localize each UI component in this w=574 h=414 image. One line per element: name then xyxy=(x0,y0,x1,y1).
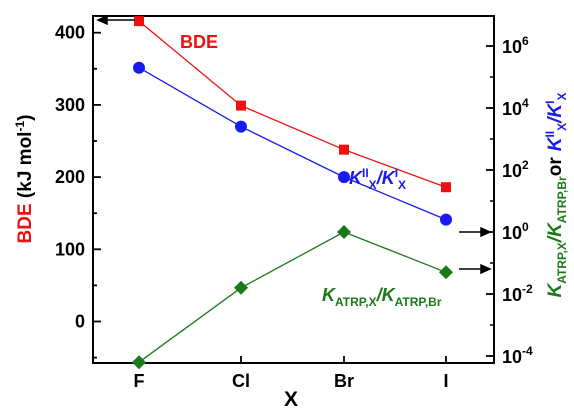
right-axis-title: KATRP,X/KATRP,BrorKIIX/KIX xyxy=(543,92,569,297)
ann-kx-sub1: X xyxy=(369,178,377,192)
right-tick-exp: -4 xyxy=(522,344,533,358)
right-tick-exp: 4 xyxy=(522,96,529,110)
right-title-k4: K xyxy=(545,103,566,118)
right-title-sub3: X xyxy=(555,123,569,131)
series-2-point xyxy=(337,225,351,239)
series-2-point xyxy=(439,265,453,280)
left-axis-title-sup: -1 xyxy=(13,121,27,132)
right-tick-base: 10 xyxy=(502,285,522,305)
right-title-k1: K xyxy=(545,283,566,298)
arrow-right-2-head xyxy=(480,263,492,275)
series-1-point xyxy=(440,213,452,226)
ann-ka-sub2: ATRP,Br xyxy=(395,295,442,309)
right-title-k3: K xyxy=(545,136,566,151)
right-tick-base: 10 xyxy=(502,99,522,119)
axis-arrows xyxy=(96,14,492,275)
right-tick-label: 10-2 xyxy=(502,282,533,305)
x-axis-title: X xyxy=(284,388,298,411)
series-line-1 xyxy=(138,67,447,221)
ann-kx-sup2: I xyxy=(395,166,398,180)
right-title-sub2: ATRP,Br xyxy=(555,176,569,223)
ann-ka-slash: / xyxy=(376,285,384,305)
right-tick-base: 10 xyxy=(502,161,522,181)
right-tick-label: 10-4 xyxy=(502,344,533,367)
ann-kx-k2: K xyxy=(382,168,397,188)
series-0-point xyxy=(134,16,144,27)
ann-ka-sub1: ATRP,X xyxy=(335,295,377,309)
series-0-point xyxy=(339,144,349,155)
right-tick-label: 104 xyxy=(502,96,529,119)
series-1-point xyxy=(133,61,145,74)
left-tick-label: 200 xyxy=(55,167,85,187)
right-title-sub1: ATRP,X xyxy=(555,242,569,284)
left-tick-label: 100 xyxy=(55,239,85,259)
x-tick-label: Cl xyxy=(232,371,250,391)
right-title-k2: K xyxy=(545,222,566,237)
series-line-2 xyxy=(138,231,447,363)
right-tick-base: 10 xyxy=(502,223,522,243)
series-2-point xyxy=(132,355,146,370)
left-tick-label: 0 xyxy=(75,312,85,332)
series-1-point xyxy=(235,120,247,133)
right-tick-exp: 2 xyxy=(522,158,529,172)
right-title-sup4: I xyxy=(543,101,557,104)
left-axis-title: BDE (kJ mol-1) xyxy=(13,115,36,244)
series-1-point xyxy=(338,171,350,184)
ann-ka-k1: K xyxy=(322,285,337,305)
right-title-sup3: II xyxy=(543,131,557,138)
left-axis-title-end: ) xyxy=(15,115,36,121)
x-tick-label: I xyxy=(443,371,448,391)
left-axis-title-bde: BDE xyxy=(15,203,36,243)
right-tick-base: 10 xyxy=(502,37,522,57)
series-layer xyxy=(132,16,453,370)
left-axis-title-units: (kJ mol xyxy=(15,132,36,204)
right-tick-base: 10 xyxy=(502,347,522,367)
arrow-right-1-head xyxy=(480,226,492,238)
right-title-or: or xyxy=(545,157,566,177)
series-0-point xyxy=(236,100,246,111)
annotation-katrp-ratio: KATRP,X/KATRP,Br xyxy=(322,285,442,309)
right-tick-exp: -2 xyxy=(522,282,533,296)
right-tick-exp: 0 xyxy=(522,220,529,234)
series-0-point xyxy=(441,182,451,193)
ann-kx-sup1: II xyxy=(362,166,369,180)
arrow-left-head xyxy=(96,14,108,26)
x-tick-label: Br xyxy=(334,371,354,391)
left-tick-label: 300 xyxy=(55,95,85,115)
right-tick-label: 106 xyxy=(502,34,529,57)
left-tick-label: 400 xyxy=(55,23,85,43)
annotation-bde: BDE xyxy=(180,32,218,52)
plot-frame xyxy=(92,15,495,364)
ann-kx-k1: K xyxy=(349,168,364,188)
ann-kx-slash: / xyxy=(376,168,384,188)
right-title-slash2: / xyxy=(545,116,566,124)
ann-ka-k2: K xyxy=(382,285,397,305)
right-tick-label: 102 xyxy=(502,158,529,181)
x-tick-label: F xyxy=(134,371,145,391)
ann-kx-sub2: X xyxy=(398,178,406,192)
annotation-kx-ratio: KIIX/KIX xyxy=(349,166,406,192)
series-line-0 xyxy=(138,20,447,188)
right-title-sub4: X xyxy=(555,92,569,100)
right-title-slash: / xyxy=(545,235,566,243)
right-tick-exp: 6 xyxy=(522,34,529,48)
series-2-point xyxy=(234,280,248,295)
right-tick-label: 100 xyxy=(502,220,529,243)
